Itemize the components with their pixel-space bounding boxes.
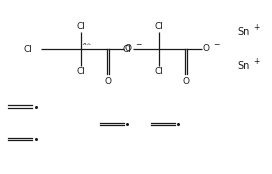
Text: Cl: Cl — [154, 67, 163, 76]
Text: Cl: Cl — [76, 22, 85, 31]
Text: ··: ·· — [82, 41, 87, 50]
Text: Cl: Cl — [154, 22, 163, 31]
Text: O: O — [124, 44, 131, 53]
Text: Sn: Sn — [237, 61, 249, 72]
Text: −: − — [213, 40, 219, 49]
Text: Cl: Cl — [122, 45, 131, 54]
Text: ^^: ^^ — [82, 43, 92, 48]
Text: O: O — [202, 44, 209, 53]
Text: +: + — [253, 23, 259, 31]
Text: O: O — [104, 77, 111, 86]
Text: +: + — [253, 57, 259, 66]
Text: Cl: Cl — [24, 45, 33, 54]
Text: O: O — [182, 77, 189, 86]
Text: −: − — [135, 40, 141, 49]
Text: Sn: Sn — [237, 27, 249, 37]
Text: Cl: Cl — [76, 67, 85, 76]
